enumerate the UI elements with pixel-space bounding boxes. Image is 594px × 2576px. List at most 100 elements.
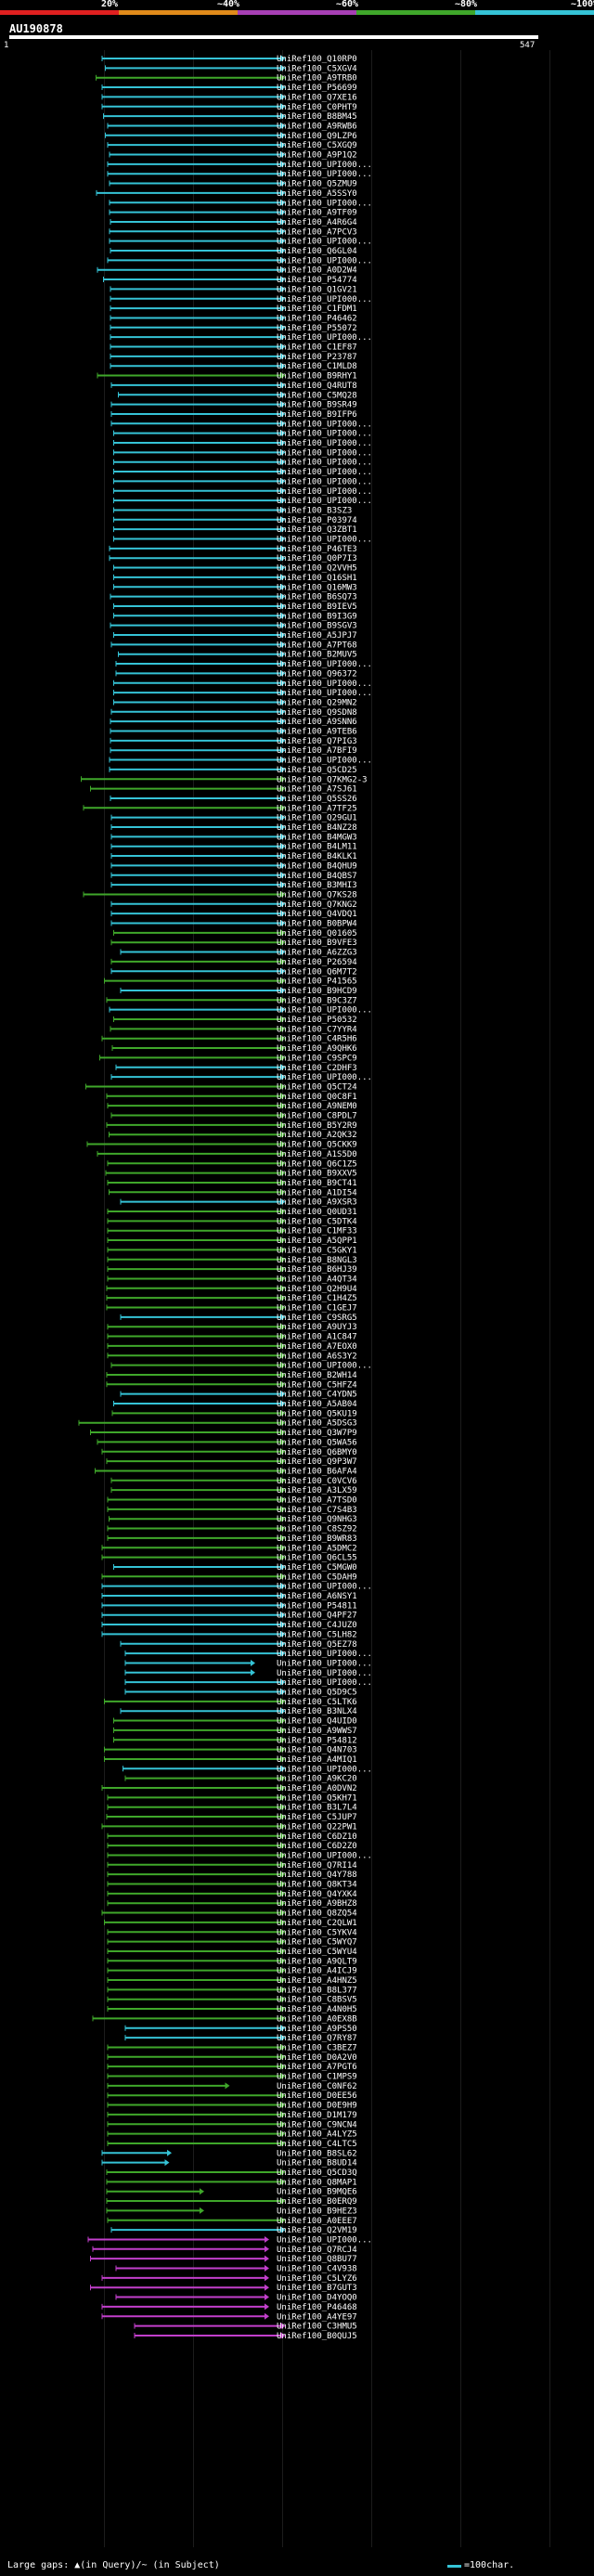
hit-label[interactable]: UniRef100_D1M179 bbox=[277, 2111, 357, 2120]
hit-label[interactable]: UniRef100_A5SSY0 bbox=[277, 189, 357, 199]
hit-label[interactable]: UniRef100_Q6M7T2 bbox=[277, 967, 357, 977]
hit-label[interactable]: UniRef100_C1FDM1 bbox=[277, 304, 357, 314]
hit-label[interactable]: UniRef100_A7TSD0 bbox=[277, 1496, 357, 1506]
hit-label[interactable]: UniRef100_C5MQ28 bbox=[277, 391, 357, 400]
hit-label[interactable]: UniRef100_A4HNZ5 bbox=[277, 1976, 357, 1986]
hit-label[interactable]: UniRef100_Q4RUT8 bbox=[277, 382, 357, 391]
hit-label[interactable]: UniRef100_Q7PIG3 bbox=[277, 737, 357, 746]
hit-label[interactable]: UniRef100_C5LTK6 bbox=[277, 1698, 357, 1707]
hit-label[interactable]: UniRef100_Q01605 bbox=[277, 929, 357, 938]
hit-label[interactable]: UniRef100_UPI000... bbox=[277, 1650, 372, 1659]
hit-label[interactable]: UniRef100_UPI000... bbox=[277, 430, 372, 439]
hit-label[interactable]: UniRef100_A9WWS7 bbox=[277, 1727, 357, 1736]
hit-label[interactable]: UniRef100_Q0C8F1 bbox=[277, 1093, 357, 1102]
hit-label[interactable]: UniRef100_A9QHK6 bbox=[277, 1044, 357, 1054]
hit-label[interactable]: UniRef100_C3BEZ7 bbox=[277, 2043, 357, 2052]
hit-label[interactable]: UniRef100_Q7KMG2-3 bbox=[277, 775, 368, 784]
hit-label[interactable]: UniRef100_A9PS50 bbox=[277, 2025, 357, 2034]
hit-label[interactable]: UniRef100_A0DVN2 bbox=[277, 1784, 357, 1793]
hit-label[interactable]: UniRef100_Q6BMY0 bbox=[277, 1448, 357, 1457]
hit-label[interactable]: UniRef100_A7TF25 bbox=[277, 804, 357, 813]
hit-label[interactable]: UniRef100_B2WH14 bbox=[277, 1371, 357, 1380]
hit-label[interactable]: UniRef100_Q5EZ78 bbox=[277, 1640, 357, 1650]
hit-label[interactable]: UniRef100_Q29MN2 bbox=[277, 698, 357, 707]
hit-label[interactable]: UniRef100_Q7RY87 bbox=[277, 2034, 357, 2043]
hit-label[interactable]: UniRef100_B4MGW3 bbox=[277, 833, 357, 842]
hit-label[interactable]: UniRef100_C5GKY1 bbox=[277, 1246, 357, 1255]
hit-label[interactable]: UniRef100_B0QUJ5 bbox=[277, 2332, 357, 2341]
hit-label[interactable]: UniRef100_C1MF33 bbox=[277, 1227, 357, 1236]
hit-label[interactable]: UniRef100_A0EEE7 bbox=[277, 2217, 357, 2226]
hit-label[interactable]: UniRef100_Q16SH1 bbox=[277, 574, 357, 583]
hit-label[interactable]: UniRef100_B9IEV5 bbox=[277, 602, 357, 612]
hit-label[interactable]: UniRef100_B9HEZ3 bbox=[277, 2207, 357, 2216]
hit-label[interactable]: UniRef100_Q4N703 bbox=[277, 1746, 357, 1755]
hit-label[interactable]: UniRef100_Q7KS28 bbox=[277, 890, 357, 900]
hit-label[interactable]: UniRef100_C7S4B3 bbox=[277, 1506, 357, 1515]
hit-label[interactable]: UniRef100_B4QBS7 bbox=[277, 872, 357, 881]
hit-label[interactable]: UniRef100_UPI000... bbox=[277, 468, 372, 477]
hit-label[interactable]: UniRef100_C5YKV4 bbox=[277, 1928, 357, 1937]
hit-label[interactable]: UniRef100_UPI000... bbox=[277, 295, 372, 304]
hit-label[interactable]: UniRef100_A4N0H5 bbox=[277, 2005, 357, 2014]
hit-label[interactable]: UniRef100_B5Y2R9 bbox=[277, 1121, 357, 1131]
hit-label[interactable]: UniRef100_B4QHU9 bbox=[277, 861, 357, 871]
hit-label[interactable]: UniRef100_Q2VM19 bbox=[277, 2226, 357, 2235]
hit-label[interactable]: UniRef100_UPI000... bbox=[277, 487, 372, 497]
hit-label[interactable]: UniRef100_C8SZ92 bbox=[277, 1525, 357, 1534]
hit-label[interactable]: UniRef100_P46TE3 bbox=[277, 545, 357, 554]
hit-label[interactable]: UniRef100_Q7KNG2 bbox=[277, 900, 357, 910]
hit-label[interactable]: UniRef100_UPI000... bbox=[277, 1362, 372, 1371]
hit-label[interactable]: UniRef100_UPI000... bbox=[277, 536, 372, 545]
hit-label[interactable]: UniRef100_Q9P3W7 bbox=[277, 1457, 357, 1467]
hit-label[interactable]: UniRef100_A7EOX0 bbox=[277, 1342, 357, 1352]
hit-label[interactable]: UniRef100_UPI000... bbox=[277, 1006, 372, 1016]
hit-label[interactable]: UniRef100_A9TEB6 bbox=[277, 728, 357, 737]
hit-label[interactable]: UniRef100_A5DMC2 bbox=[277, 1544, 357, 1553]
hit-label[interactable]: UniRef100_A7PCV3 bbox=[277, 227, 357, 237]
hit-label[interactable]: UniRef100_P46468 bbox=[277, 2303, 357, 2312]
hit-label[interactable]: UniRef100_Q5CD25 bbox=[277, 766, 357, 775]
hit-label[interactable]: UniRef100_D0EE56 bbox=[277, 2091, 357, 2101]
hit-label[interactable]: UniRef100_Q0UD31 bbox=[277, 1208, 357, 1217]
hit-label[interactable]: UniRef100_UPI000... bbox=[277, 680, 372, 689]
hit-label[interactable]: UniRef100_A7PGT6 bbox=[277, 2063, 357, 2072]
hit-label[interactable]: UniRef100_Q2H9U4 bbox=[277, 1285, 357, 1294]
hit-label[interactable]: UniRef100_UPI000... bbox=[277, 256, 372, 265]
hit-label[interactable]: UniRef100_C5DAH9 bbox=[277, 1573, 357, 1582]
hit-label[interactable]: UniRef100_Q4YXK4 bbox=[277, 1890, 357, 1899]
hit-label[interactable]: UniRef100_UPI000... bbox=[277, 477, 372, 486]
hit-label[interactable]: UniRef100_Q7XE16 bbox=[277, 93, 357, 102]
hit-label[interactable]: UniRef100_A4QT34 bbox=[277, 1275, 357, 1284]
hit-label[interactable]: UniRef100_A9SNN6 bbox=[277, 718, 357, 727]
hit-label[interactable]: UniRef100_Q7RCJ4 bbox=[277, 2246, 357, 2255]
hit-label[interactable]: UniRef100_Q5KH71 bbox=[277, 1793, 357, 1803]
hit-label[interactable]: UniRef100_B6SQ73 bbox=[277, 593, 357, 602]
hit-label[interactable]: UniRef100_C8BSV5 bbox=[277, 1996, 357, 2005]
hit-label[interactable]: UniRef100_B8L377 bbox=[277, 1986, 357, 1995]
hit-label[interactable]: UniRef100_A9P1Q2 bbox=[277, 151, 357, 161]
hit-label[interactable]: UniRef100_A4R6G4 bbox=[277, 218, 357, 227]
hit-label[interactable]: UniRef100_B2MUV5 bbox=[277, 651, 357, 660]
hit-label[interactable]: UniRef100_D0E9H9 bbox=[277, 2102, 357, 2111]
hit-label[interactable]: UniRef100_Q10RP0 bbox=[277, 55, 357, 64]
hit-label[interactable]: UniRef100_C9SRG5 bbox=[277, 1314, 357, 1323]
hit-label[interactable]: UniRef100_UPI000... bbox=[277, 757, 372, 766]
hit-label[interactable]: UniRef100_B8UD14 bbox=[277, 2159, 357, 2168]
hit-label[interactable]: UniRef100_A4MIQ1 bbox=[277, 1755, 357, 1765]
hit-label[interactable]: UniRef100_Q5WA56 bbox=[277, 1438, 357, 1447]
hit-label[interactable]: UniRef100_P03974 bbox=[277, 516, 357, 525]
hit-label[interactable]: UniRef100_C0PHT9 bbox=[277, 103, 357, 112]
hit-label[interactable]: UniRef100_A5JPJ7 bbox=[277, 631, 357, 641]
hit-label[interactable]: UniRef100_D0A2V0 bbox=[277, 2053, 357, 2063]
hit-label[interactable]: UniRef100_A2QK32 bbox=[277, 1131, 357, 1140]
hit-label[interactable]: UniRef100_UPI000... bbox=[277, 439, 372, 448]
hit-label[interactable]: UniRef100_B9MQE6 bbox=[277, 2188, 357, 2197]
hit-label[interactable]: UniRef100_UPI000... bbox=[277, 660, 372, 669]
hit-label[interactable]: UniRef100_B9C3Z7 bbox=[277, 996, 357, 1005]
hit-label[interactable]: UniRef100_Q8BU77 bbox=[277, 2255, 357, 2264]
hit-label[interactable]: UniRef100_B9I3G9 bbox=[277, 612, 357, 621]
hit-label[interactable]: UniRef100_B0ERQ9 bbox=[277, 2197, 357, 2207]
hit-label[interactable]: UniRef100_UPI000... bbox=[277, 459, 372, 468]
hit-label[interactable]: UniRef100_A4YE97 bbox=[277, 2312, 357, 2322]
